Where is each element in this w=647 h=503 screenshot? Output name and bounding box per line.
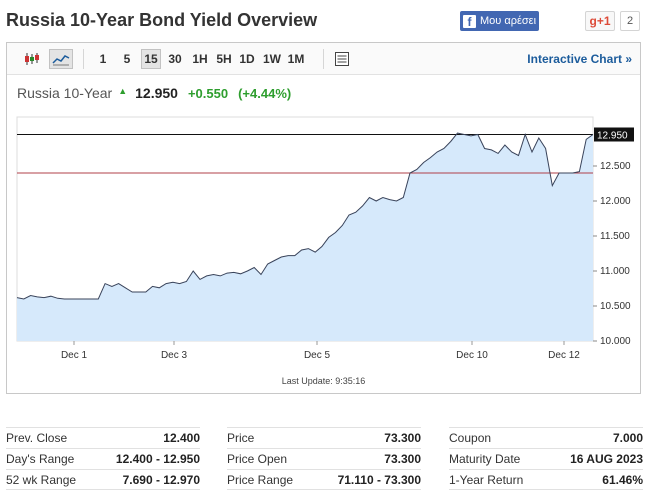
quote-line: Russia 10-Year ▲ 12.950 +0.550 (+4.44%) — [17, 85, 291, 101]
stat-label: 1-Year Return — [449, 472, 524, 487]
range-button-5[interactable]: 5 — [123, 52, 131, 66]
stat-row: Prev. Close 12.400 — [6, 427, 200, 448]
stat-value: 71.110 - 73.300 — [337, 472, 421, 487]
facebook-icon: f — [463, 14, 476, 28]
range-button-30[interactable]: 30 — [168, 52, 182, 66]
price-change: +0.550 — [187, 86, 229, 101]
yield-chart[interactable]: Investing.com12.50012.00011.50011.00010.… — [7, 43, 640, 373]
x-tick-label: Dec 10 — [456, 350, 488, 361]
table-icon — [335, 52, 349, 66]
stat-row: Price Open 73.300 — [227, 448, 421, 469]
stat-label: Maturity Date — [449, 452, 521, 466]
y-tick-label: 11.500 — [600, 231, 630, 242]
stat-value: 73.300 — [384, 452, 421, 466]
x-tick-label: Dec 3 — [161, 350, 188, 361]
candlestick-icon — [25, 53, 39, 65]
range-button-5h[interactable]: 5H — [216, 52, 232, 66]
y-tick-label: 10.000 — [600, 336, 631, 347]
x-tick-label: Dec 1 — [61, 350, 88, 361]
google-plus-count: 2 — [620, 11, 640, 31]
line-chart-icon — [52, 55, 70, 66]
stat-row: Day's Range 12.400 - 12.950 — [6, 448, 200, 469]
stats-column-3: Coupon 7.000 Maturity Date 16 AUG 2023 1-Yea… — [449, 427, 643, 490]
stat-value: 12.400 — [163, 431, 200, 445]
page-title: Russia 10-Year Bond Yield Overview — [6, 10, 318, 30]
range-button-15[interactable]: 15 — [141, 49, 161, 69]
stat-row: Price Range 71.110 - 73.300 — [227, 469, 421, 490]
stat-label: Price Range — [227, 472, 294, 487]
current-price-box — [594, 127, 634, 142]
stats-column-1: Prev. Close 12.400 Day's Range 12.400 - 12.… — [6, 427, 200, 490]
range-button-1w[interactable]: 1W — [263, 52, 281, 66]
stat-label: Coupon — [449, 431, 492, 445]
range-button-1h[interactable]: 1H — [192, 52, 208, 66]
range-button-1m[interactable]: 1M — [287, 52, 305, 66]
chart-toolbar: Interactive Chart » 1 5 15 30 1H 5H 1D 1W 1M — [7, 43, 640, 75]
interactive-chart-link[interactable]: Interactive Chart » — [527, 52, 632, 66]
stat-row: Coupon 7.000 — [449, 427, 643, 448]
stat-label: Price — [227, 431, 255, 445]
x-tick-label: Dec 5 — [304, 350, 331, 361]
x-tick-label: Dec 12 — [548, 350, 580, 361]
stat-label: Day's Range — [6, 452, 75, 466]
chart-panel: Interactive Chart » 1 5 15 30 1H 5H 1D 1W 1M Rus… — [6, 42, 641, 394]
stat-value: 61.46% — [602, 472, 643, 487]
price-change-percent: (+4.44%) — [238, 86, 292, 101]
stat-value: 73.300 — [384, 431, 421, 445]
instrument-name: Russia 10-Year — [17, 85, 113, 101]
facebook-like-label: Μου αρέσει — [480, 15, 537, 27]
stat-row: 52 wk Range 7.690 - 12.970 — [6, 469, 200, 490]
current-price-label: 12.950 — [597, 131, 628, 142]
range-button-1d[interactable]: 1D — [239, 52, 255, 66]
y-tick-label: 12.500 — [600, 161, 631, 172]
y-tick-label: 10.500 — [600, 301, 631, 312]
stat-row: 1-Year Return 61.46% — [449, 469, 643, 490]
stat-value: 12.400 - 12.950 — [115, 452, 200, 466]
google-plus-button[interactable]: g+1 — [585, 11, 615, 31]
stat-value: 7.690 - 12.970 — [122, 472, 200, 487]
up-arrow-icon: ▲ — [118, 86, 128, 96]
stat-value: 16 AUG 2023 — [570, 452, 643, 466]
stat-label: 52 wk Range — [6, 472, 77, 487]
stat-value: 7.000 — [612, 431, 643, 445]
last-price: 12.950 — [135, 85, 178, 101]
candlestick-chart-button[interactable] — [21, 49, 43, 69]
y-tick-label: 12.000 — [600, 196, 631, 207]
stats-column-2: Price 73.300 Price Open 73.300 Price Range 71… — [227, 427, 421, 490]
stat-label: Prev. Close — [6, 431, 68, 445]
last-update: Last Update: 9:35:16 — [281, 376, 366, 386]
facebook-like-button[interactable]: f Μου αρέσει — [460, 11, 539, 31]
series-line — [16, 132, 594, 300]
area-chart-button[interactable] — [49, 49, 73, 69]
range-button-1[interactable]: 1 — [99, 52, 107, 66]
area-fill — [17, 133, 593, 341]
table-view-button[interactable] — [330, 49, 354, 69]
stat-row: Maturity Date 16 AUG 2023 — [449, 448, 643, 469]
y-tick-label: 11.000 — [600, 266, 630, 277]
stat-row: Price 73.300 — [227, 427, 421, 448]
stat-label: Price Open — [227, 452, 288, 466]
